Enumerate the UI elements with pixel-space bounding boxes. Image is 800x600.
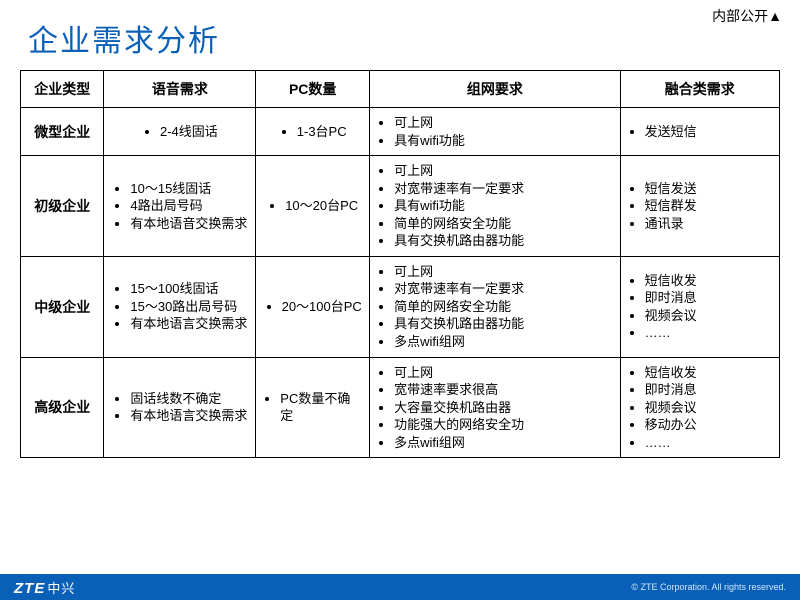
- list-item: 具有交换机路由器功能: [394, 315, 613, 333]
- list-item: 2-4线固话: [160, 123, 218, 141]
- list-item: 10～15线固话: [130, 180, 247, 198]
- brand-en: ZTE: [14, 580, 45, 597]
- cell: 可上网具有wifi功能: [370, 108, 620, 156]
- row-type: 中级企业: [21, 256, 104, 357]
- cell-list: 1-3台PC: [279, 123, 347, 141]
- list-item: 简单的网络安全功能: [394, 215, 613, 233]
- cell: 10～15线固话4路出局号码有本地语音交换需求: [104, 156, 256, 257]
- row-type: 微型企业: [21, 108, 104, 156]
- list-item: 15～100线固话: [130, 280, 247, 298]
- list-item: 视频会议: [645, 307, 773, 325]
- list-item: 固话线数不确定: [130, 390, 247, 408]
- list-item: 移动办公: [645, 416, 773, 434]
- list-item: 20～100台PC: [282, 298, 362, 316]
- cell-list: 短信收发即时消息视频会议……: [627, 272, 773, 342]
- list-item: PC数量不确定: [280, 390, 363, 425]
- list-item: 短信群发: [645, 197, 773, 215]
- cell-list: PC数量不确定: [262, 390, 363, 425]
- cell: 可上网宽带速率要求很高大容量交换机路由器功能强大的网络安全功多点wifi组网: [370, 357, 620, 458]
- col-header: 语音需求: [104, 71, 256, 108]
- table-row: 微型企业 2-4线固话 1-3台PC 可上网具有wifi功能 发送短信: [21, 108, 780, 156]
- cell: 固话线数不确定有本地语言交换需求: [104, 357, 256, 458]
- classification-label: 内部公开▲: [712, 6, 782, 26]
- table-row: 中级企业15～100线固话15～30路出局号码有本地语言交换需求20～100台P…: [21, 256, 780, 357]
- row-type: 高级企业: [21, 357, 104, 458]
- cell: 20～100台PC: [256, 256, 370, 357]
- list-item: 发送短信: [645, 123, 773, 141]
- cell-list: 10～20台PC: [267, 197, 358, 215]
- list-item: 有本地语音交换需求: [130, 215, 247, 233]
- list-item: 15～30路出局号码: [130, 298, 247, 316]
- row-type: 初级企业: [21, 156, 104, 257]
- list-item: 即时消息: [645, 289, 773, 307]
- list-item: 通讯录: [645, 215, 773, 233]
- cell: 1-3台PC: [256, 108, 370, 156]
- cell-list: 发送短信: [627, 123, 773, 141]
- footer-bar: ZTE中兴 © ZTE Corporation. All rights rese…: [0, 574, 800, 600]
- list-item: ……: [645, 324, 773, 342]
- list-item: 多点wifi组网: [394, 333, 613, 351]
- list-item: 具有wifi功能: [394, 132, 613, 150]
- cell-list: 20～100台PC: [264, 298, 362, 316]
- list-item: 宽带速率要求很高: [394, 381, 613, 399]
- col-header: 融合类需求: [620, 71, 779, 108]
- cell: 2-4线固话: [104, 108, 256, 156]
- cell-list: 可上网对宽带速率有一定要求简单的网络安全功能具有交换机路由器功能多点wifi组网: [376, 263, 613, 351]
- cell: 15～100线固话15～30路出局号码有本地语言交换需求: [104, 256, 256, 357]
- list-item: 10～20台PC: [285, 197, 358, 215]
- list-item: 功能强大的网络安全功: [394, 416, 613, 434]
- table-header-row: 企业类型 语音需求 PC数量 组网要求 融合类需求: [21, 71, 780, 108]
- list-item: 视频会议: [645, 399, 773, 417]
- cell: 短信收发即时消息视频会议……: [620, 256, 779, 357]
- cell-list: 可上网宽带速率要求很高大容量交换机路由器功能强大的网络安全功多点wifi组网: [376, 364, 613, 452]
- list-item: 大容量交换机路由器: [394, 399, 613, 417]
- cell-list: 固话线数不确定有本地语言交换需求: [112, 390, 247, 425]
- table-row: 初级企业10～15线固话4路出局号码有本地语音交换需求10～20台PC可上网对宽…: [21, 156, 780, 257]
- list-item: 简单的网络安全功能: [394, 298, 613, 316]
- cell-list: 可上网具有wifi功能: [376, 114, 613, 149]
- list-item: 短信收发: [645, 272, 773, 290]
- list-item: 可上网: [394, 162, 613, 180]
- list-item: 对宽带速率有一定要求: [394, 180, 613, 198]
- cell-list: 10～15线固话4路出局号码有本地语音交换需求: [112, 180, 247, 233]
- copyright-text: © ZTE Corporation. All rights reserved.: [631, 582, 786, 592]
- cell: 可上网对宽带速率有一定要求具有wifi功能简单的网络安全功能具有交换机路由器功能: [370, 156, 620, 257]
- brand-logo: ZTE中兴: [14, 578, 75, 597]
- list-item: 对宽带速率有一定要求: [394, 280, 613, 298]
- col-header: 企业类型: [21, 71, 104, 108]
- list-item: 1-3台PC: [297, 123, 347, 141]
- cell: 发送短信: [620, 108, 779, 156]
- list-item: 具有交换机路由器功能: [394, 232, 613, 250]
- cell: 可上网对宽带速率有一定要求简单的网络安全功能具有交换机路由器功能多点wifi组网: [370, 256, 620, 357]
- brand-cn: 中兴: [47, 581, 75, 596]
- cell: PC数量不确定: [256, 357, 370, 458]
- table-wrapper: 企业类型 语音需求 PC数量 组网要求 融合类需求 微型企业 2-4线固话 1-3台…: [0, 70, 800, 458]
- cell: 短信发送短信群发通讯录: [620, 156, 779, 257]
- cell-list: 短信发送短信群发通讯录: [627, 180, 773, 233]
- col-header: PC数量: [256, 71, 370, 108]
- list-item: 短信发送: [645, 180, 773, 198]
- list-item: 可上网: [394, 114, 613, 132]
- list-item: 具有wifi功能: [394, 197, 613, 215]
- list-item: 可上网: [394, 263, 613, 281]
- cell-list: 可上网对宽带速率有一定要求具有wifi功能简单的网络安全功能具有交换机路由器功能: [376, 162, 613, 250]
- list-item: 4路出局号码: [130, 197, 247, 215]
- table-row: 高级企业固话线数不确定有本地语言交换需求PC数量不确定可上网宽带速率要求很高大容…: [21, 357, 780, 458]
- col-header: 组网要求: [370, 71, 620, 108]
- list-item: 有本地语言交换需求: [130, 315, 247, 333]
- list-item: ……: [645, 434, 773, 452]
- cell-list: 15～100线固话15～30路出局号码有本地语言交换需求: [112, 280, 247, 333]
- list-item: 短信收发: [645, 364, 773, 382]
- cell: 10～20台PC: [256, 156, 370, 257]
- list-item: 多点wifi组网: [394, 434, 613, 452]
- slide-title: 企业需求分析: [0, 0, 800, 70]
- list-item: 有本地语言交换需求: [130, 407, 247, 425]
- cell: 短信收发即时消息视频会议移动办公……: [620, 357, 779, 458]
- requirements-table: 企业类型 语音需求 PC数量 组网要求 融合类需求 微型企业 2-4线固话 1-3台…: [20, 70, 780, 458]
- list-item: 可上网: [394, 364, 613, 382]
- cell-list: 短信收发即时消息视频会议移动办公……: [627, 364, 773, 452]
- list-item: 即时消息: [645, 381, 773, 399]
- cell-list: 2-4线固话: [142, 123, 218, 141]
